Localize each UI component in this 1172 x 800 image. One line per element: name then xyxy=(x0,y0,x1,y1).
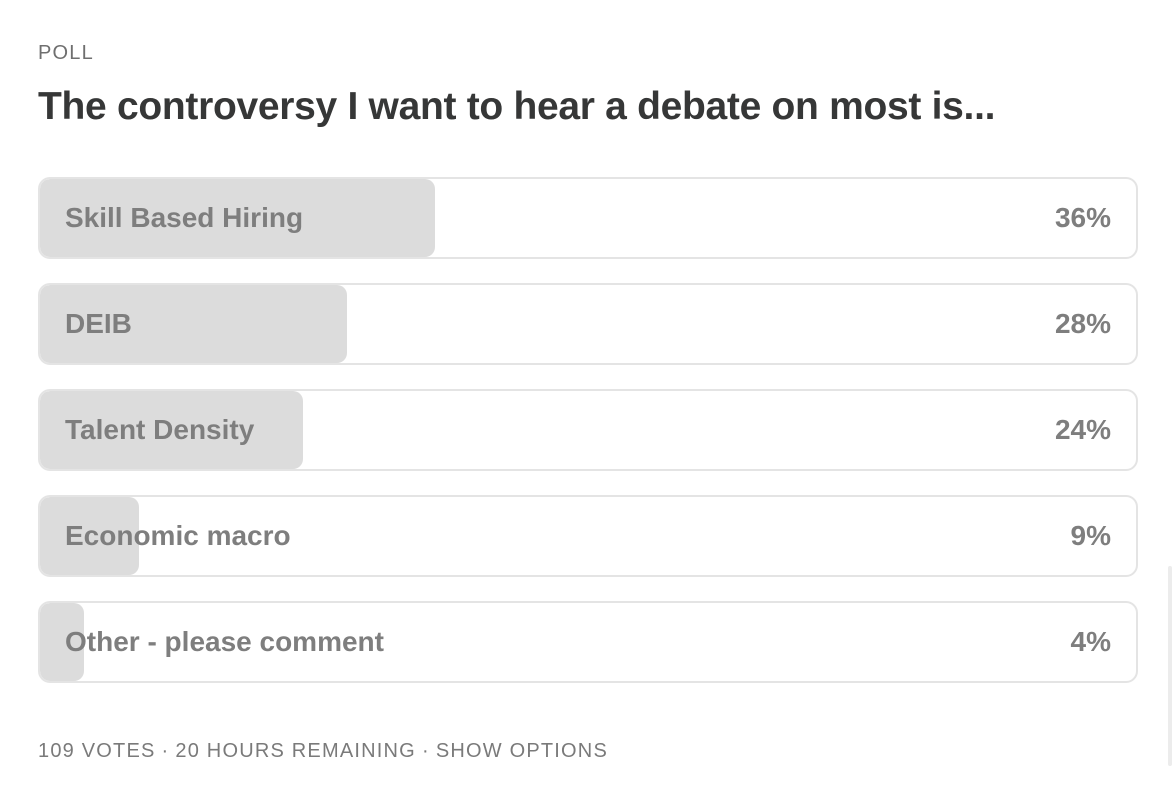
poll-option-result-bar xyxy=(40,391,303,469)
poll-option-label: DEIB xyxy=(65,308,132,339)
poll-option-other[interactable]: Other - please comment 4% xyxy=(38,601,1138,683)
poll-options: Skill Based Hiring 36% DEIB 28% Talent D… xyxy=(38,177,1138,707)
poll-option-economic-macro[interactable]: Economic macro 9% xyxy=(38,495,1138,577)
poll-option-result-bar xyxy=(40,497,139,575)
vote-count: 109 VOTES xyxy=(38,740,156,762)
poll-question: The controversy I want to hear a debate … xyxy=(38,85,996,128)
poll-option-result-bar xyxy=(40,603,84,681)
poll-option-percent: 36% xyxy=(1054,202,1111,233)
poll-option-percent: 4% xyxy=(1070,626,1111,657)
poll-option-talent-density[interactable]: Talent Density 24% xyxy=(38,389,1138,471)
poll-option-deib[interactable]: DEIB 28% xyxy=(38,283,1138,365)
footer-separator: · xyxy=(161,740,170,762)
scrollbar[interactable] xyxy=(1168,566,1172,766)
poll-option-result-bar xyxy=(40,179,435,257)
poll-option-result-bar xyxy=(40,285,347,363)
poll-footer: 109 VOTES · 20 HOURS REMAINING · SHOW OPTION… xyxy=(38,739,608,763)
footer-separator: · xyxy=(421,740,430,762)
poll-option-skill-based-hiring[interactable]: Skill Based Hiring 36% xyxy=(38,177,1138,259)
poll-option-percent: 24% xyxy=(1054,414,1111,445)
poll-option-percent: 9% xyxy=(1070,520,1111,551)
poll-option-percent: 28% xyxy=(1054,308,1111,339)
time-remaining: 20 HOURS REMAINING xyxy=(175,740,416,762)
poll-option-label: Talent Density xyxy=(65,414,255,445)
poll-card: POLL The controversy I want to hear a de… xyxy=(38,0,1138,800)
show-options-link[interactable]: SHOW OPTIONS xyxy=(435,740,608,762)
poll-option-label: Other - please comment xyxy=(65,626,384,657)
poll-option-label: Skill Based Hiring xyxy=(65,202,304,233)
poll-label: POLL xyxy=(38,42,94,64)
poll-option-label: Economic macro xyxy=(65,520,291,551)
